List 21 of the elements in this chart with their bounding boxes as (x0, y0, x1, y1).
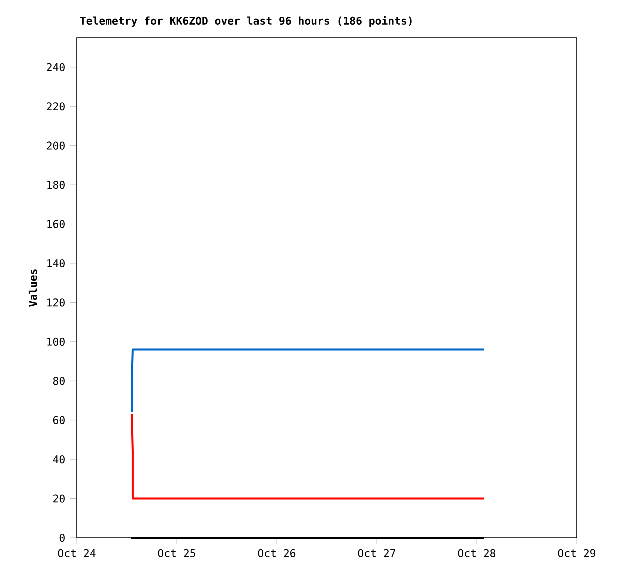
x-tick-label: Oct 27 (358, 549, 396, 558)
x-tick-label: Oct 24 (58, 549, 96, 558)
y-tick-label: 180 (48, 181, 65, 190)
y-tick-label: 100 (48, 338, 65, 346)
x-tick-label: Oct 25 (158, 549, 196, 558)
y-tick-label: 60 (53, 416, 65, 424)
y-tick-label: 80 (53, 377, 65, 386)
x-tick-label: Oct 26 (258, 549, 296, 558)
x-tick-label: Oct 29 (558, 549, 596, 558)
y-tick-label: 240 (47, 63, 65, 72)
y-tick-label: 20 (54, 494, 65, 503)
y-tick-label: 160 (48, 220, 65, 228)
y-tick-label: 120 (48, 298, 65, 307)
y-tick-label: 140 (48, 259, 65, 268)
y-axis-title: Values (28, 270, 38, 307)
chart-title: Telemetry for KK6ZOD over last 96 hours (186 points) (80, 16, 412, 28)
x-tick-label: Oct 28 (458, 549, 496, 558)
y-tick-label: 220 (47, 102, 65, 111)
y-tick-label: 200 (47, 142, 65, 150)
y-tick-label: 0 (60, 534, 65, 542)
y-tick-label: 40 (53, 456, 65, 464)
